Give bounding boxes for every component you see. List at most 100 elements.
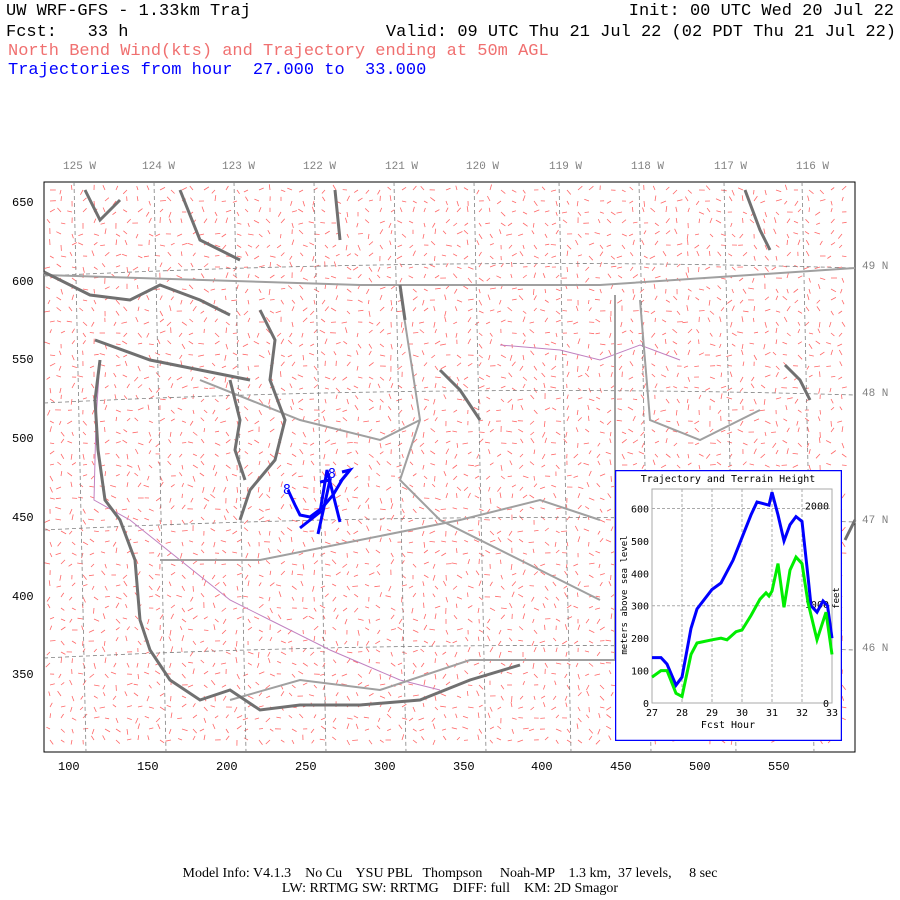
wind-barb [433, 409, 436, 416]
wind-barb [462, 442, 469, 445]
wind-barb [616, 419, 623, 422]
wind-barb [379, 683, 386, 686]
wind-barb [463, 486, 469, 491]
wind-barb [576, 273, 579, 279]
wind-barb [522, 613, 526, 620]
wind-barb [741, 349, 744, 356]
wind-barb [445, 492, 448, 499]
wind-barb [576, 354, 579, 360]
wind-barb [764, 255, 769, 261]
wind-barb [529, 321, 535, 324]
wind-barb [484, 574, 491, 576]
wind-barb [112, 541, 117, 547]
wind-barb [543, 382, 546, 389]
wind-barb [807, 195, 810, 202]
x-tick-label: 33 [826, 708, 838, 719]
wind-barb [189, 185, 194, 191]
wind-barb [434, 439, 439, 444]
wind-barb [60, 739, 65, 743]
wind-barb [839, 361, 843, 367]
wind-barb [530, 431, 535, 436]
wind-barb [335, 494, 341, 499]
wind-barb [258, 383, 262, 389]
wind-barb [277, 211, 282, 217]
wind-barb [345, 217, 348, 224]
wind-barb [291, 361, 296, 367]
wind-barb [782, 295, 788, 301]
wind-barb [313, 264, 320, 268]
wind-barb [212, 464, 216, 471]
wind-barb [760, 453, 766, 459]
wind-barb [115, 474, 120, 477]
wind-barb [78, 233, 84, 236]
wind-barb [82, 397, 88, 400]
wind-barb [357, 519, 362, 525]
wind-barb [463, 473, 469, 477]
wind-barb [312, 206, 315, 213]
wind-barb [166, 266, 172, 272]
wind-barb [706, 244, 711, 250]
wind-barb [508, 372, 513, 378]
wind-barb [330, 307, 337, 312]
trajectory-height-chart: Trajectory and Terrain Height 27 28 29 30 31… [615, 470, 842, 741]
wind-barb [817, 328, 821, 334]
wind-barb [334, 471, 337, 477]
wind-barb [520, 404, 524, 411]
wind-barb [47, 409, 51, 416]
wind-barb [412, 694, 419, 697]
wind-barb [357, 309, 364, 312]
wind-barb [181, 243, 188, 246]
x-tick-label: 27 [646, 708, 658, 719]
wind-barb [594, 607, 601, 610]
wind-barb [675, 217, 678, 224]
wind-barb [225, 714, 229, 719]
wind-barb [313, 329, 318, 334]
wind-barb [67, 210, 73, 213]
wind-barb [478, 362, 482, 367]
wind-barb [830, 187, 835, 191]
valid-time: Valid: 09 UTC Thu 21 Jul 22 (02 PDT Thu … [385, 23, 896, 42]
wind-barb [522, 211, 528, 215]
wind-barb [532, 662, 535, 669]
wind-barb [478, 332, 483, 337]
wind-barb [49, 387, 52, 394]
wind-barb [48, 691, 51, 697]
wind-barb [45, 662, 51, 668]
wind-barb [203, 186, 210, 191]
wind-barb [176, 376, 183, 381]
wind-barb [566, 474, 572, 477]
wind-barb [192, 668, 195, 675]
wind-barb [497, 517, 502, 521]
y2-tick-label: 2000 [805, 501, 829, 512]
wind-barb [291, 673, 296, 678]
wind-barb [599, 695, 605, 701]
wind-barb [203, 647, 209, 653]
wind-barb [59, 574, 62, 581]
wind-barb [379, 442, 382, 449]
wind-barb [412, 200, 417, 204]
wind-barb [221, 684, 227, 688]
wind-barb [387, 186, 392, 191]
wind-barb [214, 233, 221, 235]
wind-barb [233, 607, 238, 610]
wind-barb [268, 596, 271, 602]
wind-barb [258, 298, 265, 301]
wind-barb [89, 673, 95, 678]
wind-barb [121, 340, 128, 345]
wind-barb [280, 371, 282, 378]
wind-barb [753, 448, 757, 455]
wind-barb [507, 320, 513, 323]
wind-barb [606, 420, 612, 426]
wind-barb [444, 294, 447, 301]
wind-barb [148, 365, 155, 368]
wind-barb [719, 332, 722, 338]
wind-barb [93, 200, 95, 206]
wind-barb [478, 354, 483, 359]
wind-barb [409, 244, 414, 249]
wind-barb [423, 541, 426, 548]
wind-barb [486, 396, 491, 400]
wind-barb [112, 695, 117, 700]
wind-barb [488, 449, 491, 455]
wind-barb [599, 538, 604, 543]
wind-barb [553, 603, 557, 609]
